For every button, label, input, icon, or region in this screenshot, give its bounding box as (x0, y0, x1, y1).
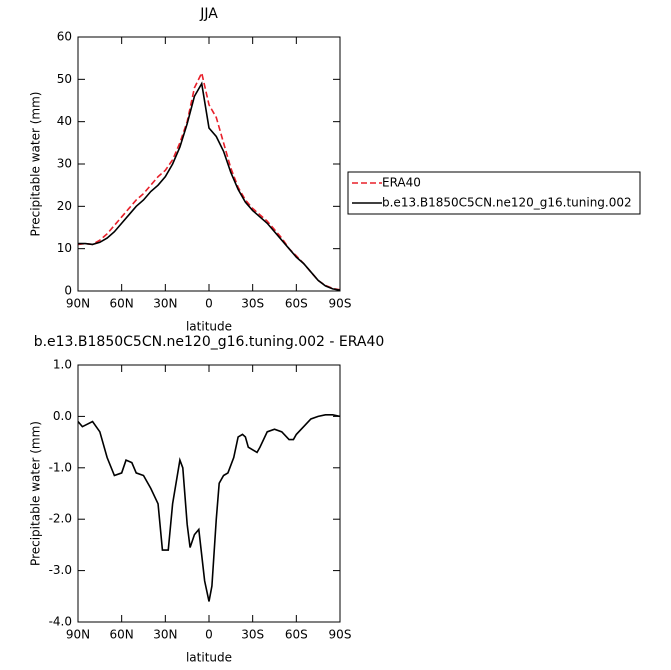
x-tick-label: 90N (66, 628, 90, 642)
y-tick-label: 1.0 (53, 358, 72, 372)
y-tick-label: 20 (57, 199, 72, 213)
legend-label: b.e13.B1850C5CN.ne120_g16.tuning.002 (382, 196, 632, 210)
x-axis-label: latitude (186, 320, 232, 334)
x-tick-label: 60N (110, 297, 134, 311)
x-tick-label: 30S (241, 628, 264, 642)
y-tick-label: 30 (57, 157, 72, 171)
y-tick-label: 0 (64, 284, 72, 298)
data-line (78, 81, 341, 291)
x-tick-label: 90S (329, 297, 352, 311)
y-tick-label: -2.0 (49, 512, 72, 526)
x-tick-label: 0 (205, 297, 213, 311)
y-axis-label: Precipitable water (mm) (29, 92, 43, 237)
plot-frame (77, 36, 341, 292)
x-tick-label: 30N (153, 297, 177, 311)
x-axis-label: latitude (186, 651, 232, 665)
chart-title: b.e13.B1850C5CN.ne120_g16.tuning.002 - E… (34, 334, 385, 350)
y-tick-label: -4.0 (49, 615, 72, 629)
legend-box (347, 171, 641, 215)
x-tick-label: 90S (329, 628, 352, 642)
legend-label: ERA40 (382, 176, 421, 190)
data-line (77, 414, 341, 602)
x-tick-label: 30N (153, 628, 177, 642)
y-axis-label: Precipitable water (mm) (29, 421, 43, 566)
x-tick-label: 30S (241, 297, 264, 311)
y-tick-label: 10 (57, 241, 72, 255)
x-tick-label: 0 (205, 628, 213, 642)
plot-frame (77, 364, 341, 623)
x-tick-label: 60S (285, 628, 308, 642)
x-tick-label: 90N (66, 297, 90, 311)
y-tick-label: 50 (57, 72, 72, 86)
y-tick-label: -3.0 (49, 563, 72, 577)
y-tick-label: -1.0 (49, 460, 72, 474)
data-line (77, 70, 341, 291)
y-tick-label: 40 (57, 114, 72, 128)
chart-title: JJA (199, 6, 218, 22)
y-tick-label: 60 (57, 30, 72, 44)
y-tick-label: 0.0 (53, 409, 72, 423)
x-tick-label: 60N (110, 628, 134, 642)
x-tick-label: 60S (285, 297, 308, 311)
